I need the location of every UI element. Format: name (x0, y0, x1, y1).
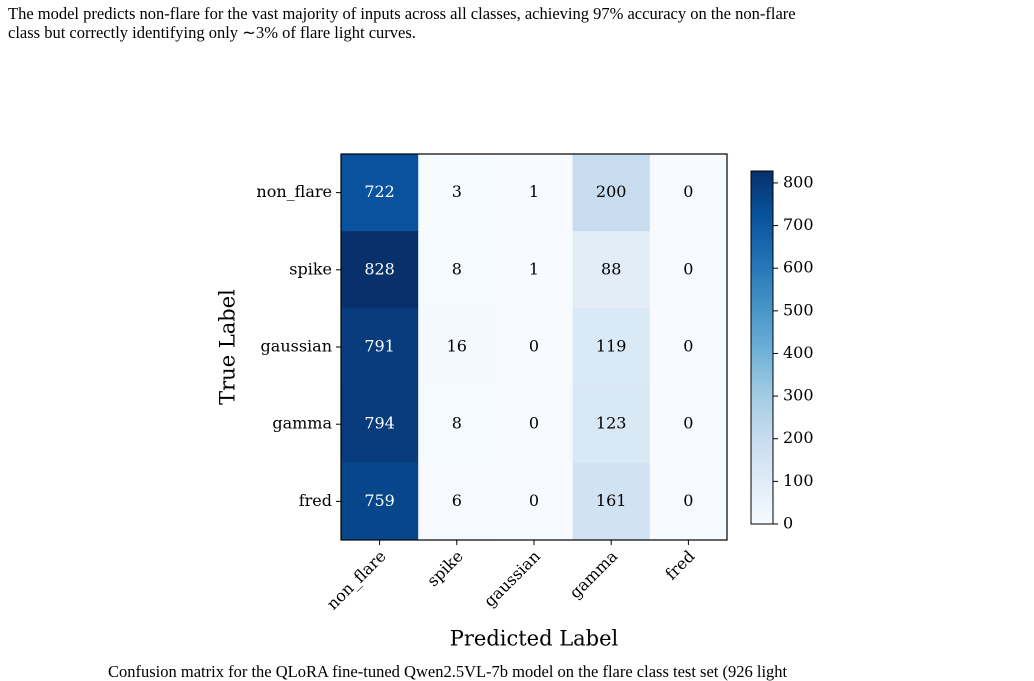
cell-label: 722 (364, 182, 395, 201)
cell-label: 0 (683, 414, 693, 433)
heatmap-cell (649, 154, 728, 232)
heatmap-cell (418, 308, 496, 387)
cell-label: 88 (601, 259, 621, 278)
cell-label: 123 (596, 414, 627, 433)
colorbar-tick-label: 700 (783, 215, 814, 234)
cell-label: 791 (364, 337, 395, 356)
x-tick-label: spike (423, 547, 467, 591)
heatmap-cell (495, 462, 574, 541)
colorbar-tick-label: 200 (783, 428, 814, 447)
cell-label: 3 (452, 182, 462, 201)
heatmap-cell (649, 231, 728, 309)
heatmap-cell (341, 385, 419, 464)
heatmap-cell (495, 154, 574, 232)
colorbar-tick-label: 300 (783, 386, 814, 405)
cell-label: 828 (364, 259, 395, 278)
cell-label: 0 (529, 337, 539, 356)
colorbar-tick-label: 0 (783, 514, 793, 533)
cell-label: 0 (529, 414, 539, 433)
heatmap-cell (495, 231, 574, 309)
y-tick-label: spike (289, 259, 332, 278)
heatmap-cell (495, 308, 574, 387)
heatmap-cell (341, 154, 419, 232)
chart: Predicted Label True Label 722 3 1 200 0 828 8… (216, 153, 814, 651)
heatmap-cell (418, 462, 496, 541)
colorbar-tick-label: 800 (783, 172, 814, 191)
heatmap-cell (572, 231, 651, 309)
colorbar-tick-label: 600 (783, 258, 814, 277)
cell-label: 0 (683, 337, 693, 356)
cell-label: 161 (596, 491, 627, 510)
y-tick-label: non_flare (256, 182, 332, 201)
cell-label: 794 (364, 414, 395, 433)
x-tick-label: non_flare (323, 547, 390, 614)
x-axis-label: Predicted Label (450, 627, 619, 651)
paragraph-line: The model predicts non-flare for the vas… (8, 4, 796, 23)
y-tick-label: gamma (272, 414, 332, 433)
colorbar-tick-label: 500 (783, 300, 814, 319)
cell-label: 0 (683, 491, 693, 510)
heatmap-cell (495, 385, 574, 464)
cell-label: 759 (364, 491, 395, 510)
y-axis-label: True Label (216, 289, 240, 405)
heatmap-cell (418, 385, 496, 464)
cell-label: 1 (529, 182, 539, 201)
y-tick-label: gaussian (261, 337, 332, 356)
cell-label: 1 (529, 259, 539, 278)
cell-label: 8 (452, 259, 462, 278)
cell-label: 0 (683, 182, 693, 201)
heatmap-cell (649, 385, 728, 464)
cell-label: 6 (452, 491, 462, 510)
cell-label: 8 (452, 414, 462, 433)
cell-label: 16 (447, 337, 467, 356)
heatmap-cell (572, 308, 651, 387)
y-tick-label: fred (299, 491, 332, 510)
cell-label: 119 (596, 337, 627, 356)
heatmap-cell (572, 462, 651, 541)
heatmap-cell (649, 308, 728, 387)
heatmap-cell (341, 308, 419, 387)
heatmap-cell (341, 231, 419, 309)
colorbar (750, 170, 774, 525)
cell-label: 200 (596, 182, 627, 201)
heatmap-cell (341, 462, 419, 541)
heatmap-cell (418, 154, 496, 232)
x-tick-label: gamma (566, 546, 622, 602)
x-tick-label: gaussian (480, 547, 544, 611)
colorbar-tick-label: 400 (783, 343, 814, 362)
heatmap-cell (418, 231, 496, 309)
paragraph-line: class but correctly identifying only ∼3%… (8, 23, 416, 42)
caption: Confusion matrix for the QLoRA fine-tune… (108, 662, 788, 681)
heatmap-cell (572, 385, 651, 464)
x-tick-label: fred (661, 547, 698, 584)
cell-label: 0 (683, 259, 693, 278)
heatmap-cell (572, 154, 651, 232)
heatmap-cell (649, 462, 728, 541)
colorbar-tick-label: 100 (783, 471, 814, 490)
cell-label: 0 (529, 491, 539, 510)
